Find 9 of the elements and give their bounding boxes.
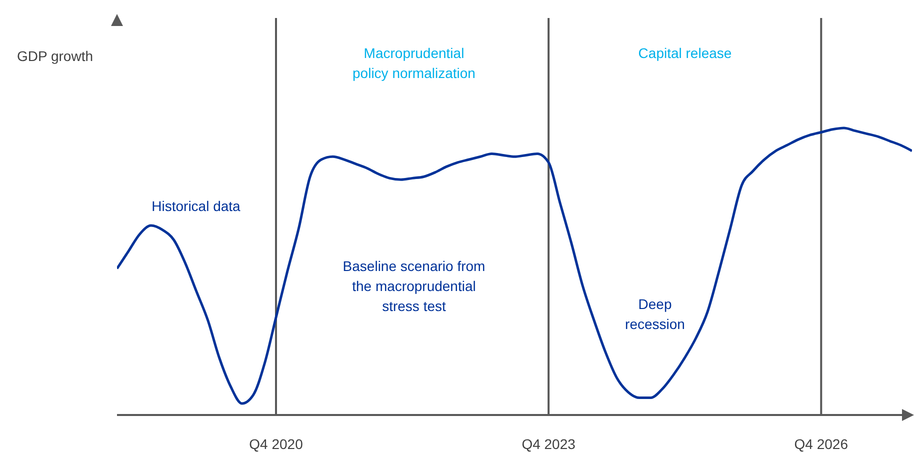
text: Capital release (638, 45, 732, 61)
x-tick-label: Q4 2026 (794, 436, 848, 452)
annotation: Deep recession (625, 296, 685, 332)
x-tick-label: Q4 2023 (522, 436, 576, 452)
x-tick-label: Q4 2020 (249, 436, 304, 452)
text: GDP growth (17, 48, 93, 64)
annotation: Baseline scenario from the macroprudential stress test (342, 258, 486, 314)
text: Macroprudential policy normalization (352, 45, 476, 81)
annotation: Historical data (152, 198, 241, 214)
